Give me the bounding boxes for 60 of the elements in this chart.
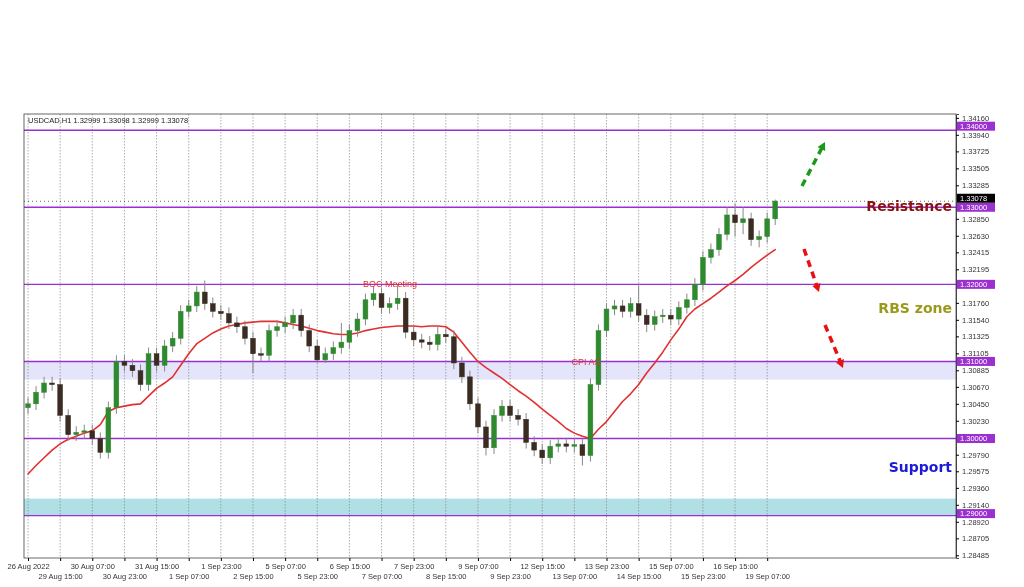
candlestick [226,306,232,330]
candlestick [346,323,353,349]
candlestick [330,340,336,361]
candlestick [644,308,650,333]
candlestick [547,439,553,465]
candlestick [435,326,441,352]
candlestick [378,286,385,315]
line-series [27,248,777,475]
candlestick [411,325,417,347]
candlestick [475,397,481,434]
candlestick [161,339,168,372]
candlestick [41,376,47,399]
candlestick [49,376,55,392]
candlestick [250,331,256,374]
candlestick [579,438,586,466]
candlestick [338,322,345,355]
candlestick [210,296,216,318]
candlestick [692,277,698,307]
candlestick [25,397,31,415]
candlestick [499,399,505,423]
candlestick [635,285,642,322]
candlestick [684,293,690,315]
candlestick [153,347,160,372]
candlestick [274,320,280,338]
candlestick [740,206,746,235]
candlestick [202,280,208,311]
candlestick [507,399,513,423]
candlestick [531,435,537,457]
candlestick [290,308,296,330]
candlestick [732,202,738,238]
candlestick [89,424,95,446]
candlestick [627,296,634,318]
annotation: RBS zone [878,300,952,316]
candlestick [539,443,545,465]
candlestick [314,339,320,364]
candlestick [282,316,288,334]
candlestick [65,408,71,442]
candlestick [716,227,722,257]
candlestick [354,312,361,338]
candlestick [748,212,754,247]
candlestick [515,408,521,426]
candlestick [234,316,240,334]
candlestick [708,243,714,265]
candlestick [652,310,658,332]
annotation: Support [888,459,953,475]
candlestick [258,347,264,362]
candlestick [33,385,39,411]
candlestick [242,320,248,345]
candlestick [676,300,682,326]
candlestick [169,331,176,353]
candlestick [97,431,103,460]
candlestick [298,308,304,338]
candlestick [483,420,489,456]
candlestick [772,199,778,226]
candlestick [306,323,312,353]
candlestick [724,206,730,241]
candlestick [764,212,770,244]
candlestick [459,356,465,384]
candlestick [523,412,529,450]
candlestick [194,285,200,313]
